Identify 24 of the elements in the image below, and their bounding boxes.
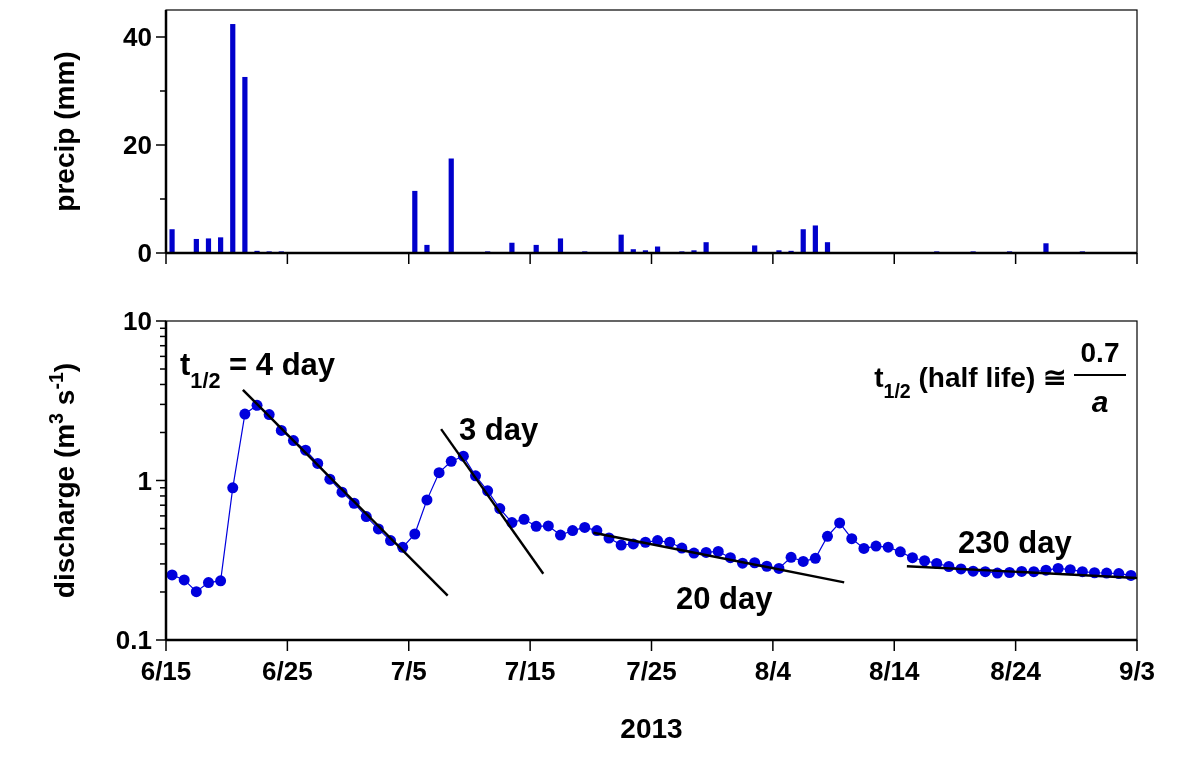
y-axis-title: precip (mm) bbox=[49, 51, 80, 212]
x-tick-label: 6/25 bbox=[262, 656, 313, 686]
x-tick-label: 8/14 bbox=[868, 656, 921, 686]
y-tick-label: 0.1 bbox=[115, 625, 152, 656]
x-tick-label: 7/5 bbox=[390, 656, 427, 686]
annotation: a bbox=[1091, 385, 1109, 418]
annotation: t$_{1/2}$ (half life) ≅ bbox=[874, 362, 1066, 402]
x-tick-label: 8/4 bbox=[754, 656, 792, 686]
y-tick-label: 10 bbox=[123, 306, 152, 337]
y-tick-label: 1 bbox=[137, 465, 152, 496]
x-tick-label: 7/15 bbox=[504, 656, 556, 686]
x-tick-label: 9/3 bbox=[1118, 656, 1156, 686]
annotation: t$_{1/2}$ = 4 day bbox=[180, 347, 336, 393]
x-tick-label: 6/15 bbox=[140, 656, 192, 686]
x-tick-label: 7/25 bbox=[626, 656, 677, 686]
y-tick-label: 0 bbox=[137, 238, 152, 269]
y-tick-label: 20 bbox=[123, 130, 152, 161]
x-axis-title: 2013 bbox=[620, 713, 683, 744]
x-tick-label: 8/24 bbox=[990, 656, 1042, 686]
annotation: 20 day bbox=[676, 581, 774, 616]
y-tick-label: 40 bbox=[123, 22, 152, 53]
annotation: 3 day bbox=[459, 412, 540, 447]
annotation: 230 day bbox=[958, 525, 1073, 560]
annotation: 0.7 bbox=[1080, 337, 1120, 368]
